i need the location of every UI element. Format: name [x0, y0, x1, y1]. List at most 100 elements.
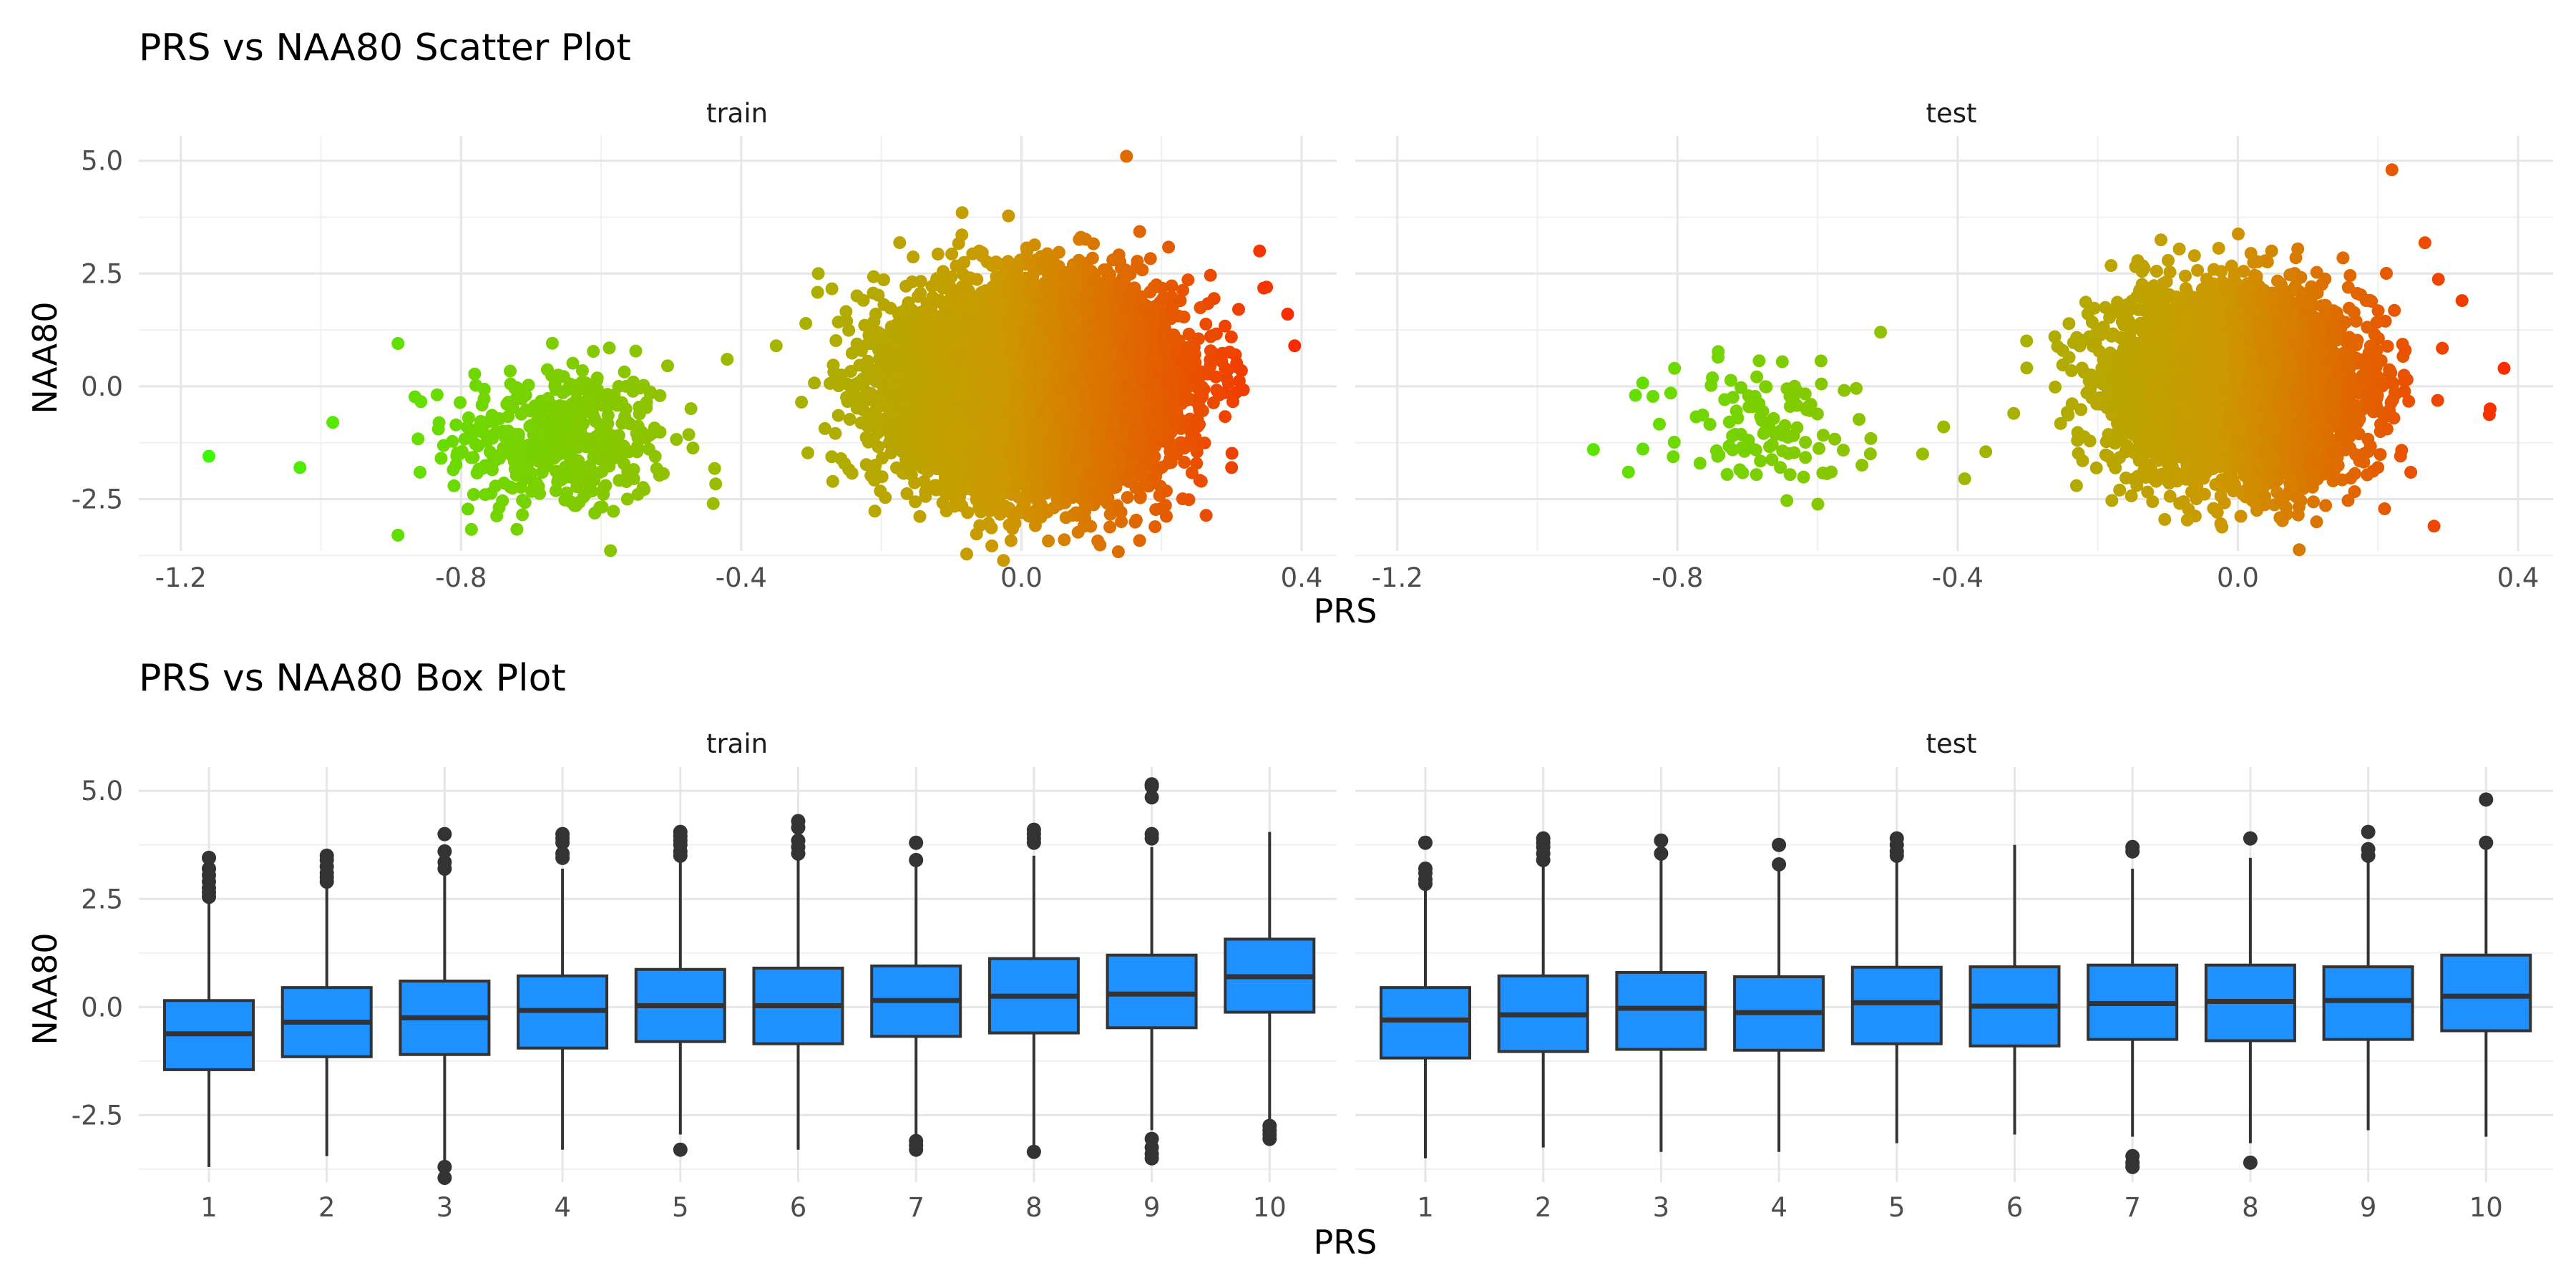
scatter-point: [827, 366, 841, 379]
scatter-point: [510, 381, 524, 394]
scatter-chart-title: PRS vs NAA80 Scatter Plot: [139, 26, 631, 69]
scatter-point: [449, 418, 463, 431]
scatter-point: [661, 359, 674, 373]
scatter-point: [565, 397, 579, 411]
scatter-point: [541, 392, 555, 405]
scatter-point: [411, 432, 425, 446]
scatter-point: [467, 451, 480, 464]
scatter-point: [522, 379, 535, 392]
scatter-point: [454, 396, 467, 409]
scatter-point: [508, 462, 522, 476]
scatter-point: [684, 402, 698, 416]
scatter-point: [1210, 384, 1224, 397]
scatter-point: [618, 457, 630, 470]
scatter-point: [447, 463, 460, 477]
scatter-point: [516, 508, 530, 522]
scatter-point: [496, 494, 509, 507]
scatter-point: [591, 383, 604, 396]
scatter-point: [577, 490, 590, 504]
scatter-point: [1133, 225, 1146, 238]
scatter-point: [1143, 252, 1157, 265]
scatter-point: [558, 493, 572, 507]
scatter-point: [497, 424, 510, 438]
scatter-point: [566, 356, 580, 370]
scatter-point: [414, 395, 428, 409]
scatter-point: [559, 466, 572, 479]
scatter-point: [469, 379, 482, 392]
scatter-point: [613, 474, 626, 487]
scatter-point: [497, 477, 511, 490]
scatter-point: [610, 399, 624, 412]
scatter-point: [604, 544, 618, 557]
scatter-point: [601, 409, 615, 422]
scatter-point: [570, 454, 583, 467]
scatter-point: [461, 502, 474, 516]
scatter-point: [545, 336, 559, 350]
scatter-point: [447, 479, 461, 492]
scatter-point: [592, 466, 606, 479]
scatter-point: [430, 388, 444, 401]
scatter-strip-label-test: test: [1926, 98, 1976, 129]
scatter-point: [1042, 535, 1055, 547]
scatter-panel-train-dense-points: [326, 206, 1271, 567]
scatter-point: [879, 491, 892, 504]
scatter-point: [468, 367, 482, 381]
scatter-strip-label-train: train: [706, 98, 768, 129]
scatter-point: [523, 420, 537, 433]
scatter-point: [490, 509, 504, 523]
scatter-point: [618, 365, 631, 379]
scatter-point: [1121, 491, 1134, 504]
scatter-point: [552, 369, 565, 382]
scatter-point: [636, 481, 650, 494]
scatter-point: [572, 434, 585, 447]
scatter-point: [635, 425, 648, 439]
scatter-point: [619, 379, 633, 393]
scatter-point: [643, 442, 656, 456]
scatter-point: [570, 409, 584, 423]
scatter-point: [477, 426, 490, 439]
scatter-point: [640, 401, 653, 414]
scatter-point: [520, 459, 534, 473]
scatter-point: [602, 341, 616, 355]
scatter-point: [462, 411, 475, 424]
scatter-point: [326, 416, 340, 429]
scatter-point: [530, 479, 543, 492]
scatter-point: [709, 477, 723, 491]
scatter-point: [627, 472, 640, 486]
scatter-point: [534, 428, 547, 441]
scatter-point: [567, 499, 581, 512]
scatter-point: [488, 454, 502, 467]
scatter-point: [458, 432, 472, 446]
scatter-point: [467, 488, 480, 501]
scatter-point: [464, 522, 478, 536]
scatter-point: [505, 449, 518, 462]
scatter-point: [504, 364, 517, 378]
scatter-point: [588, 507, 602, 520]
scatter-point: [630, 445, 644, 459]
scatter-point: [414, 465, 426, 479]
scatter-point: [592, 427, 606, 441]
scatter-point: [592, 444, 605, 457]
scatter-point: [455, 444, 469, 458]
scatter-point: [607, 504, 620, 518]
scatter-point: [843, 413, 857, 426]
scatter-point: [682, 428, 696, 441]
scatter-point: [801, 446, 814, 459]
scatter-point: [629, 344, 643, 358]
scatter-point: [914, 275, 927, 288]
scatter-point: [510, 522, 524, 536]
scatter-point: [825, 282, 839, 296]
scatter-point: [708, 462, 721, 475]
scatter-point: [476, 462, 489, 475]
scatter-point: [436, 439, 450, 452]
scatter-point: [528, 399, 542, 413]
scatter-point: [559, 384, 572, 397]
scatter-point: [600, 392, 613, 406]
scatter-point: [432, 416, 446, 429]
scatter-point: [434, 452, 448, 465]
scatter-point: [475, 399, 489, 411]
scatter-point: [653, 389, 667, 402]
scatter-point: [826, 474, 839, 488]
